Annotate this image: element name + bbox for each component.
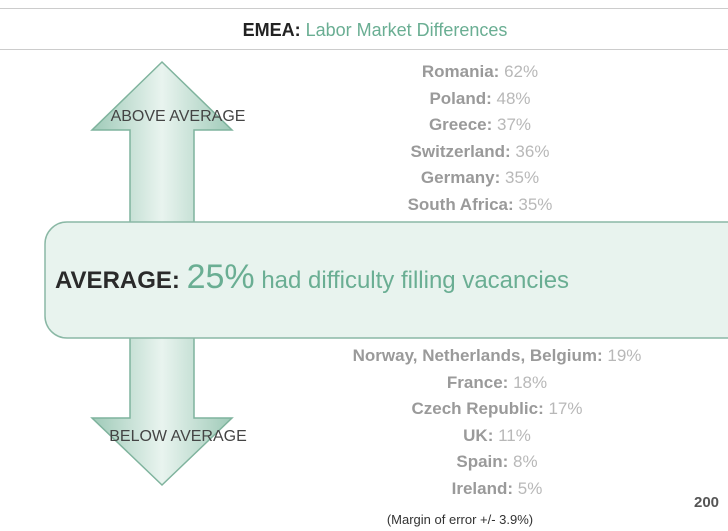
percent: 36% — [515, 141, 550, 161]
footnote: (Margin of error +/- 3.9%) — [386, 512, 534, 527]
list-row: Greece: 37% — [330, 112, 630, 139]
percent: 17% — [548, 399, 583, 418]
percent: 5% — [517, 478, 543, 498]
header-title: Labor Market Differences — [305, 20, 508, 40]
country: Germany: — [420, 168, 501, 187]
country: UK: — [463, 425, 494, 445]
percent: 62% — [504, 62, 539, 81]
above-list: Romania: 62% Poland: 48% Greece: 37% Switze… — [330, 59, 630, 218]
corner-text: 200 — [694, 494, 720, 511]
country: France: — [446, 372, 509, 392]
below-label: BELOW AVERAGE — [109, 428, 247, 445]
country: Norway, Netherlands, Belgium: — [352, 346, 603, 365]
down-arrow — [90, 329, 234, 487]
average: AVERAGE: 25% had difficulty filling vaca… — [55, 258, 569, 297]
percent: 8% — [513, 452, 538, 471]
country: Switzerland: — [410, 141, 511, 161]
list-row: Poland: 48% — [330, 86, 630, 113]
list-row: South Africa: 35% — [330, 192, 630, 219]
percent: 35% — [505, 168, 540, 187]
country: Ireland: — [451, 478, 514, 498]
country: Greece: — [428, 115, 493, 134]
country: Poland: — [429, 88, 492, 108]
percent: 37% — [497, 115, 532, 134]
header-region: EMEA: — [242, 20, 301, 40]
list-row: Norway, Netherlands, Belgium: 19% — [247, 343, 728, 370]
list-row: Ireland: 5% — [247, 476, 728, 503]
country: Spain: — [456, 452, 509, 471]
percent: 18% — [513, 372, 548, 392]
average-text: had difficulty filling vacancies — [261, 267, 570, 294]
list-row: Germany: 35% — [330, 165, 630, 192]
up-arrow — [90, 60, 234, 231]
average-box — [44, 221, 728, 339]
above-label: ABOVE AVERAGE — [110, 108, 246, 125]
list-row: Switzerland: 36% — [330, 139, 630, 166]
country: Czech Republic: — [411, 399, 544, 418]
below-list: Norway, Netherlands, Belgium: 19% France:… — [247, 343, 728, 502]
list-row: UK: 11% — [247, 423, 728, 450]
header: EMEA: Labor Market Differences — [0, 20, 728, 41]
list-row: Spain: 8% — [247, 449, 728, 476]
country: Romania: — [421, 62, 500, 81]
percent: 11% — [498, 425, 531, 445]
list-row: Romania: 62% — [330, 59, 630, 86]
average-value: 25% — [186, 258, 255, 296]
percent: 19% — [607, 346, 642, 365]
header-rule — [0, 49, 728, 50]
top-rule — [0, 8, 728, 9]
percent: 48% — [496, 88, 531, 108]
percent: 35% — [518, 194, 553, 214]
average-label: AVERAGE: — [55, 267, 180, 294]
list-row: France: 18% — [247, 370, 728, 397]
country: South Africa: — [407, 194, 514, 214]
list-row: Czech Republic: 17% — [247, 396, 728, 423]
